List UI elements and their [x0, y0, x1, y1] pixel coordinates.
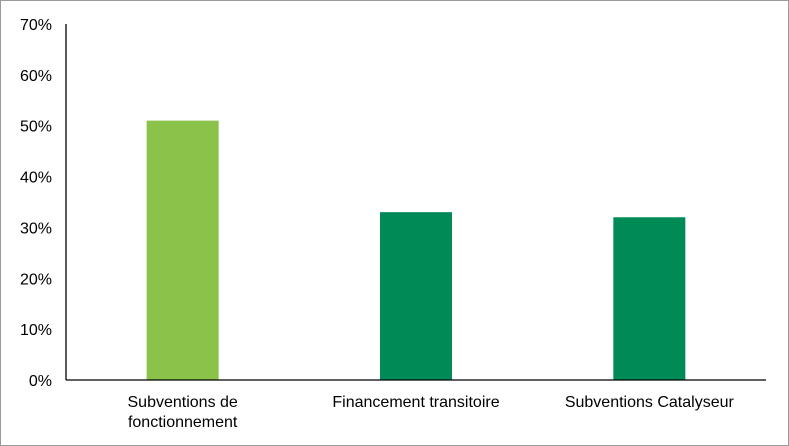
y-tick-label: 30% — [20, 220, 52, 237]
y-tick-label: 70% — [20, 17, 52, 34]
bar — [380, 212, 452, 380]
y-tick-label: 60% — [20, 68, 52, 85]
bar — [613, 217, 686, 380]
y-axis-ticks: 0% 10% 20% 30% 40% 50% 60% 70% — [20, 17, 52, 390]
y-tick-label: 10% — [20, 322, 52, 339]
y-tick-label: 40% — [20, 170, 52, 187]
x-tick-label: Subventions de fonctionnement — [128, 394, 238, 431]
y-tick-label: 50% — [20, 119, 52, 136]
y-tick-label: 20% — [20, 271, 52, 288]
x-tick-label: Subventions Catalyseur — [565, 394, 735, 411]
axes — [65, 24, 766, 381]
x-tick-label: Financement transitoire — [332, 394, 499, 411]
y-tick-label: 0% — [29, 373, 52, 390]
x-axis-labels: Subventions de fonctionnement Financement … — [128, 394, 735, 431]
bar — [146, 120, 219, 380]
bars — [146, 120, 686, 380]
